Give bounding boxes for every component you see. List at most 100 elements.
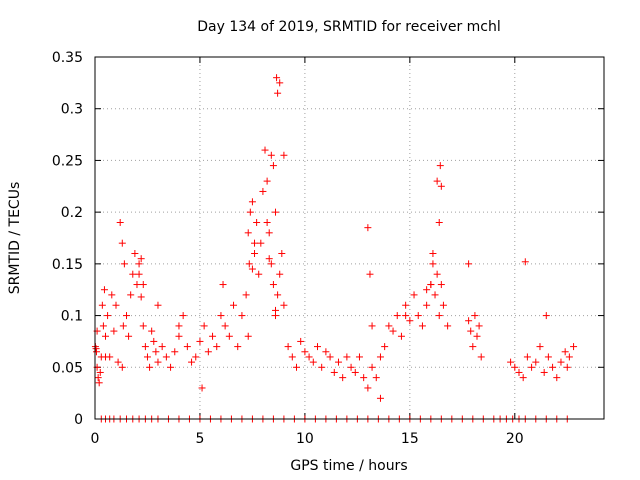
data-point <box>245 260 253 268</box>
data-point <box>99 322 107 330</box>
data-point <box>435 312 443 320</box>
data-point <box>269 281 277 289</box>
data-point <box>570 343 578 351</box>
data-point <box>280 301 288 309</box>
data-point <box>104 312 112 320</box>
data-point <box>469 343 477 351</box>
data-point <box>473 332 481 340</box>
data-point <box>276 270 284 278</box>
data-point <box>368 363 376 371</box>
data-point <box>108 291 116 299</box>
data-point <box>334 358 342 366</box>
data-point <box>179 312 187 320</box>
data-point <box>418 322 426 330</box>
data-point <box>248 265 256 273</box>
data-point <box>139 322 147 330</box>
data-point <box>225 332 233 340</box>
plot-frame <box>94 56 605 420</box>
data-point <box>257 239 265 247</box>
data-point <box>274 89 282 97</box>
x-tick-label: 10 <box>296 431 314 447</box>
data-point <box>376 353 384 361</box>
data-point <box>101 332 109 340</box>
data-point <box>120 260 128 268</box>
x-tick-label: 20 <box>506 431 524 447</box>
data-point <box>101 353 109 361</box>
data-point <box>444 322 452 330</box>
data-point <box>288 353 296 361</box>
data-point <box>521 258 529 266</box>
data-point <box>267 151 275 159</box>
data-point <box>372 374 380 382</box>
data-point <box>152 348 160 356</box>
data-point <box>437 182 445 190</box>
data-point <box>148 327 156 335</box>
data-point <box>511 363 519 371</box>
data-point <box>150 337 158 345</box>
data-point <box>100 286 108 294</box>
data-point <box>129 270 137 278</box>
data-point <box>322 348 330 356</box>
data-point <box>198 384 206 392</box>
data-point <box>154 358 162 366</box>
data-point <box>242 291 250 299</box>
data-point <box>301 348 309 356</box>
data-point <box>139 281 147 289</box>
data-point <box>376 394 384 402</box>
data-point <box>137 293 145 301</box>
data-point <box>204 348 212 356</box>
data-point <box>532 358 540 366</box>
data-point <box>137 255 145 263</box>
data-point <box>465 260 473 268</box>
data-point <box>221 322 229 330</box>
data-point <box>255 270 263 278</box>
data-point <box>330 368 338 376</box>
data-point <box>347 363 355 371</box>
data-point <box>553 374 561 382</box>
data-point <box>385 322 393 330</box>
data-point <box>565 353 573 361</box>
data-point <box>110 327 118 335</box>
data-point <box>94 374 102 382</box>
chart-title: Day 134 of 2019, SRMTID for receiver mch… <box>197 19 501 35</box>
data-point <box>119 322 127 330</box>
data-point <box>217 312 225 320</box>
data-point <box>234 343 242 351</box>
y-tick-label: 0.05 <box>52 360 83 376</box>
data-point <box>269 162 277 170</box>
data-point <box>366 270 374 278</box>
data-point <box>272 306 280 314</box>
y-tick-label: 0.35 <box>52 50 83 66</box>
x-tick-label: 0 <box>91 431 100 447</box>
data-point <box>196 337 204 345</box>
data-point <box>131 250 139 258</box>
data-point <box>284 343 292 351</box>
y-tick-label: 0.2 <box>61 205 83 221</box>
data-point <box>154 301 162 309</box>
data-point <box>364 384 372 392</box>
data-point <box>274 291 282 299</box>
x-axis-ticks: 0 5 10 15 20 <box>91 57 524 447</box>
data-point <box>293 363 301 371</box>
data-point <box>267 260 275 268</box>
data-point <box>146 363 154 371</box>
data-point <box>433 177 441 185</box>
data-point <box>475 322 483 330</box>
y-tick-label: 0.3 <box>61 102 83 118</box>
data-point <box>95 379 103 387</box>
data-point <box>219 281 227 289</box>
data-point <box>389 327 397 335</box>
data-point <box>141 343 149 351</box>
data-point <box>167 363 175 371</box>
data-point <box>263 218 271 226</box>
data-point <box>244 229 252 237</box>
data-point <box>263 177 271 185</box>
y-tick-label: 0.15 <box>52 257 83 273</box>
data-point <box>536 343 544 351</box>
data-point <box>175 322 183 330</box>
y-axis-ticks: 0 0.05 0.1 0.15 0.2 0.25 0.3 0.35 <box>52 50 604 428</box>
data-point <box>135 260 143 268</box>
data-point <box>98 301 106 309</box>
data-point <box>355 353 363 361</box>
data-point <box>230 301 238 309</box>
